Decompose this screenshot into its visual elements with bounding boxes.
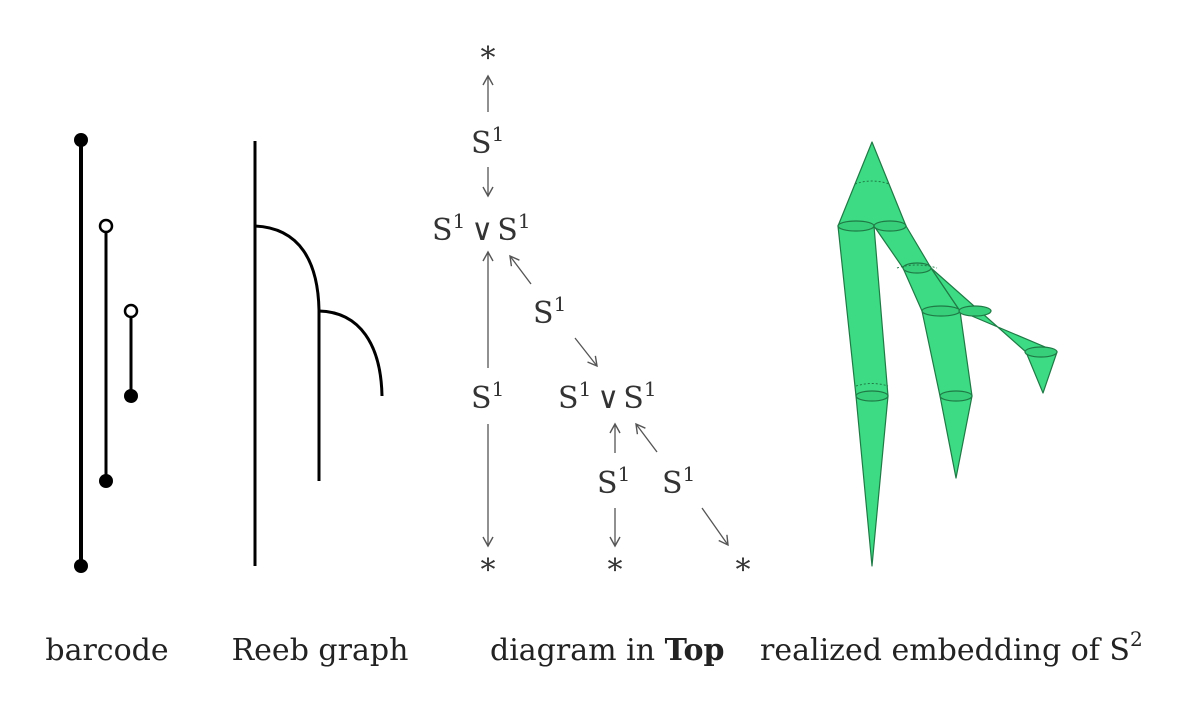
bar-3 (123, 303, 139, 403)
node-wedge-b: S1 ∨ S1 (558, 377, 657, 416)
node-wedge-a: S1 ∨ S1 (432, 209, 531, 248)
embed-middle-tube (921, 310, 973, 397)
rim-7 (939, 390, 973, 402)
reeb-branch-2 (318, 309, 384, 397)
embed-left-cone (855, 395, 889, 567)
bar-2 (98, 218, 114, 488)
bar-2-open-dot (98, 218, 114, 234)
bar-3-filled-dot (124, 389, 138, 403)
node-s1-d: S1 (597, 462, 630, 501)
rim-8 (1024, 346, 1058, 358)
rim-2 (873, 220, 907, 232)
bar-2-filled-dot (99, 474, 113, 488)
node-s1-a: S1 (471, 122, 504, 161)
node-point-3: * (736, 553, 751, 588)
bar-3-open-dot (123, 303, 139, 319)
embed-right-cone (1025, 351, 1058, 394)
bar-1-end-dot (74, 559, 88, 573)
embed-middle-cone (939, 395, 973, 479)
caption-reeb-graph: Reeb graph (232, 633, 409, 668)
embed-left-tube (837, 225, 889, 397)
node-top-point: * (481, 41, 496, 76)
rim-4 (921, 305, 961, 317)
rim-3 (902, 262, 932, 274)
captions: barcode Reeb graph diagram in Top realiz… (45, 627, 1142, 668)
node-s1-c: S1 (533, 292, 566, 331)
caption-embedding: realized embedding of S2 (760, 627, 1143, 668)
arrow-s1-e-to-wedge-b (635, 422, 658, 453)
caption-barcode: barcode (45, 633, 168, 668)
reeb-graph-panel (253, 141, 384, 566)
embed-right-tube-1 (873, 225, 932, 269)
embed-top-cone (837, 141, 907, 227)
reeb-branch-1 (254, 224, 321, 481)
node-point-2: * (608, 553, 623, 588)
arrow-s1-c-to-wedge-a (509, 254, 532, 285)
caption-diagram: diagram in Top (490, 633, 724, 668)
top-diagram-panel: * S1 S1 ∨ S1 S1 * S1 S1 ∨ S1 S1 S1 * * (432, 41, 751, 588)
rim-5 (958, 305, 992, 317)
bar-1-start-dot (74, 133, 88, 147)
rim-1 (837, 220, 875, 232)
arrow-s1-e-to-point (701, 507, 729, 547)
barcode-panel (74, 133, 139, 573)
bar-1 (74, 133, 88, 573)
embedding-panel (837, 141, 1058, 567)
arrow-s1-c-to-wedge-b (574, 337, 598, 368)
rim-6 (855, 390, 889, 402)
node-s1-e: S1 (662, 462, 695, 501)
node-s1-b: S1 (471, 377, 504, 416)
node-point-1: * (481, 553, 496, 588)
